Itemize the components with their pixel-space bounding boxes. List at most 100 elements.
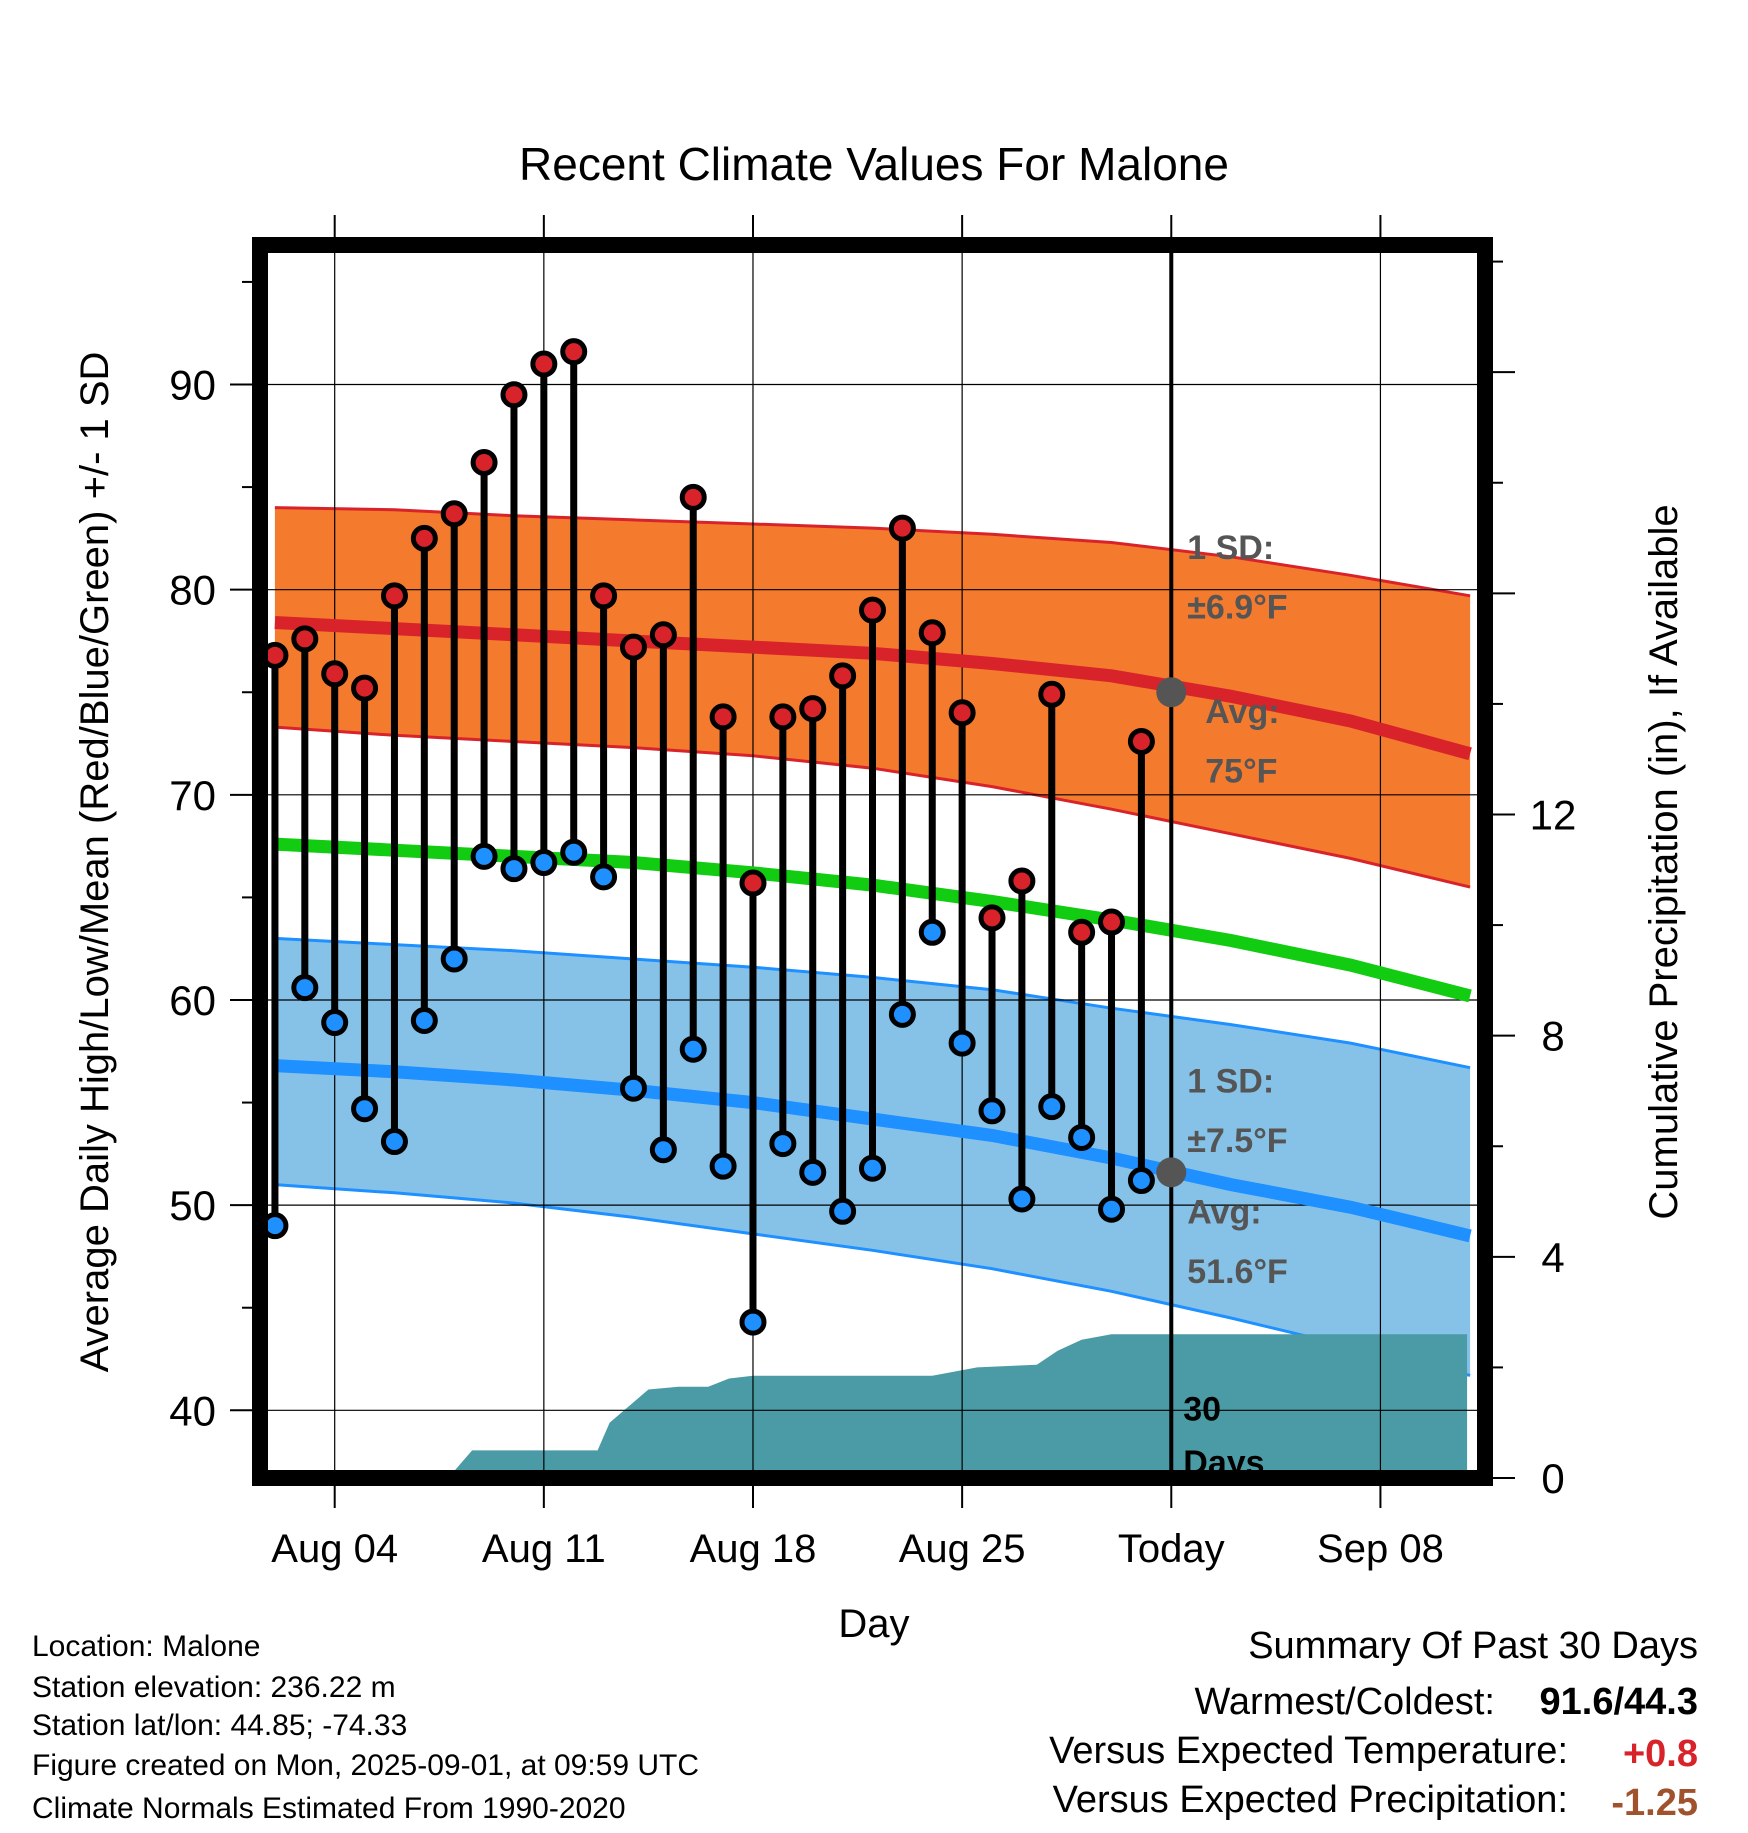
plot-frame [252, 237, 1493, 1486]
daily-low-point [888, 1000, 916, 1028]
summary-heading: Summary Of Past 30 Days [1248, 1625, 1698, 1667]
summary-temp-value: +0.8 [1623, 1733, 1698, 1775]
low-sd-value: ±7.5°F [1187, 1122, 1287, 1160]
info-created: Figure created on Mon, 2025-09-01, at 09… [32, 1749, 699, 1782]
daily-high-point [679, 483, 707, 511]
x-tick-label: Aug 25 [899, 1527, 1026, 1571]
daily-high-point [560, 338, 588, 366]
info-elevation: Station elevation: 236.22 m [32, 1671, 396, 1704]
daily-high-point [410, 524, 438, 552]
daily-high-point [380, 582, 408, 610]
daily-high-point [978, 904, 1006, 932]
daily-low-point [291, 974, 319, 1002]
today-high-avg-marker [1156, 677, 1187, 708]
summary-warm-cold-value: 91.6/44.3 [1540, 1681, 1698, 1723]
daily-low-point [321, 1009, 349, 1037]
daily-low-point [978, 1097, 1006, 1125]
x-tick-label: Today [1118, 1527, 1225, 1571]
daily-high-point [1127, 727, 1155, 755]
daily-high-point [351, 674, 379, 702]
daily-high-point [649, 621, 677, 649]
daily-low-point [1068, 1123, 1096, 1151]
y2-tick-label: 0 [1541, 1455, 1564, 1502]
daily-low-point [679, 1035, 707, 1063]
daily-low-point [799, 1158, 827, 1186]
x-tick-label: Sep 08 [1317, 1527, 1444, 1571]
daily-low-point [410, 1006, 438, 1034]
daily-high-point [291, 625, 319, 653]
daily-high-point [709, 703, 737, 731]
daily-high-point [619, 633, 647, 661]
daily-high-point [918, 619, 946, 647]
daily-high-point [470, 448, 498, 476]
summary-panel: Summary Of Past 30 Days Warmest/Coldest:… [1049, 1625, 1698, 1824]
daily-high-point [1098, 908, 1126, 936]
daily-low-point [948, 1029, 976, 1057]
y-tick-label: 40 [169, 1387, 216, 1434]
daily-high-point [1038, 680, 1066, 708]
daily-low-point [500, 855, 528, 883]
daily-low-point [649, 1136, 677, 1164]
x-axis-label: Day [838, 1602, 909, 1646]
high-sd-label: 1 SD: [1187, 529, 1274, 567]
y2-tick-label: 8 [1541, 1013, 1564, 1060]
daily-low-point [1008, 1185, 1036, 1213]
period-number: 30 [1183, 1391, 1221, 1429]
daily-low-point [560, 838, 588, 866]
high-sd-value: ±6.9°F [1187, 588, 1287, 626]
y-tick-label: 80 [169, 567, 216, 614]
daily-low-point [918, 918, 946, 946]
today-low-avg-marker [1156, 1157, 1187, 1188]
daily-low-point [769, 1130, 797, 1158]
daily-low-point [351, 1095, 379, 1123]
daily-low-point [1098, 1195, 1126, 1223]
x-tick-label: Aug 18 [690, 1527, 817, 1571]
chart-title: Recent Climate Values For Malone [519, 138, 1229, 190]
low-avg-value: 51.6°F [1187, 1253, 1288, 1291]
daily-high-point [859, 596, 886, 624]
daily-high-point [590, 582, 618, 610]
daily-low-point [440, 945, 468, 973]
low-band-lower-edge [274, 1183, 1471, 1377]
y-tick-label: 70 [169, 772, 216, 819]
daily-low-point [619, 1074, 647, 1102]
summary-precip-value: -1.25 [1611, 1782, 1698, 1824]
info-location: Location: Malone [32, 1630, 261, 1663]
daily-low-point [709, 1152, 737, 1180]
y2-axis-label: Cumulative Precipitation (in), If Availa… [1642, 504, 1686, 1219]
y2-tick-label: 12 [1530, 792, 1577, 839]
daily-high-point [500, 381, 528, 409]
daily-high-point [530, 350, 558, 378]
station-info: Location: Malone Station elevation: 236.… [32, 1630, 699, 1825]
daily-high-point [888, 514, 916, 542]
daily-low-point [380, 1128, 408, 1156]
y-axis-label: Average Daily High/Low/Mean (Red/Blue/Gr… [73, 352, 117, 1373]
high-avg-value: 75°F [1205, 753, 1277, 791]
plot-area: 1 SD: ±6.9°F Avg: 75°F 1 SD: ±7.5°F Avg: 51.6°F… [169, 215, 1576, 1571]
x-tick-label: Aug 11 [482, 1527, 606, 1571]
high-avg-label: Avg: [1205, 693, 1279, 731]
summary-warm-cold-label: Warmest/Coldest: [1194, 1681, 1495, 1723]
high-band-upper-edge [274, 506, 1471, 598]
daily-low-point [739, 1308, 767, 1336]
summary-precip-label: Versus Expected Precipitation: [1053, 1779, 1568, 1821]
daily-high-point [440, 500, 468, 528]
y-tick-label: 60 [169, 977, 216, 1024]
daily-low-point [829, 1197, 857, 1225]
low-sd-label: 1 SD: [1187, 1062, 1274, 1100]
daily-high-point [948, 699, 976, 727]
low-avg-label: Avg: [1187, 1194, 1261, 1232]
daily-high-point [739, 869, 767, 897]
daily-low-point [590, 863, 618, 891]
y2-tick-label: 4 [1541, 1234, 1564, 1281]
daily-high-point [799, 695, 827, 723]
daily-low-point [470, 842, 498, 870]
daily-low-point [1127, 1167, 1155, 1195]
x-tick-label: Aug 04 [271, 1527, 398, 1571]
daily-high-point [769, 703, 797, 731]
cumulative-precip-area [263, 1334, 1468, 1478]
plot-content: 1 SD: ±6.9°F Avg: 75°F 1 SD: ±7.5°F Avg: 51.6°F… [260, 245, 1485, 1478]
y-tick-label: 90 [169, 362, 216, 409]
daily-high-point [1068, 918, 1096, 946]
